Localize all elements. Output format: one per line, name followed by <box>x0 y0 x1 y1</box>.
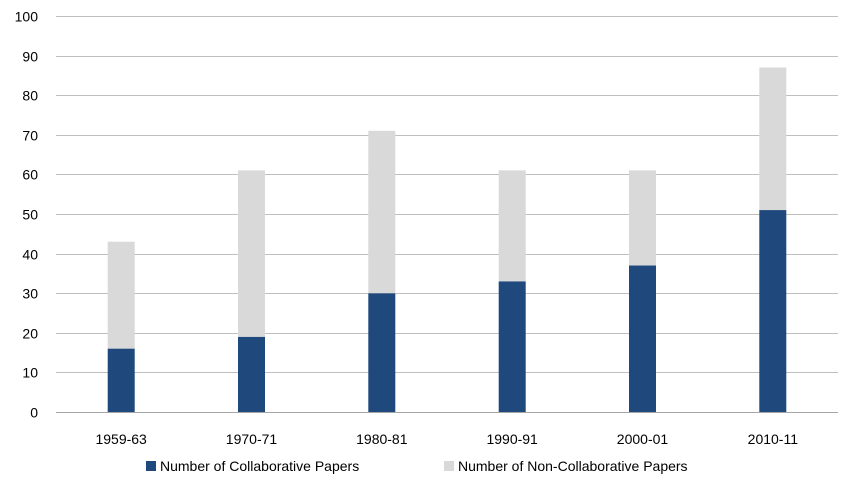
y-tick-label: 0 <box>30 405 38 421</box>
x-tick-label: 1959-63 <box>95 431 147 447</box>
legend-swatch-non-collaborative <box>444 461 454 471</box>
x-axis-tick-labels: 1959-63 1970-71 1980-81 1990-91 2000-01 2010-… <box>95 431 798 447</box>
legend-swatch-collaborative <box>146 461 156 471</box>
bar-non-collaborative-2000-01 <box>629 170 656 266</box>
y-tick-label: 20 <box>22 326 38 342</box>
legend-label-non-collaborative: Number of Non-Collaborative Papers <box>458 458 688 474</box>
bar-non-collaborative-1959-63 <box>107 241 135 349</box>
y-tick-label: 40 <box>22 247 38 263</box>
y-tick-label: 50 <box>22 207 38 223</box>
y-tick-label: 100 <box>15 9 39 25</box>
bar-collaborative-2010-11 <box>759 210 787 412</box>
bar-non-collaborative-1980-81 <box>368 130 396 294</box>
y-axis-tick-labels: 0 10 20 30 40 50 60 70 80 90 100 <box>15 9 39 421</box>
legend: Number of Collaborative Papers Number of … <box>146 458 688 474</box>
bar-collaborative-2000-01 <box>629 265 656 412</box>
y-tick-label: 60 <box>22 167 38 183</box>
y-tick-label: 80 <box>22 88 38 104</box>
gridlines <box>56 16 838 373</box>
bar-non-collaborative-1990-91 <box>498 170 526 282</box>
bar-collaborative-1990-91 <box>498 281 526 412</box>
x-tick-label: 1990-91 <box>486 431 538 447</box>
bar-collaborative-1980-81 <box>368 293 396 412</box>
bar-non-collaborative-1970-71 <box>238 170 265 337</box>
bar-collaborative-1970-71 <box>238 336 265 412</box>
y-tick-label: 30 <box>22 286 38 302</box>
y-tick-label: 70 <box>22 128 38 144</box>
y-tick-label: 90 <box>22 49 38 65</box>
y-tick-label: 10 <box>22 365 38 381</box>
x-tick-label: 2010-11 <box>748 431 799 447</box>
bar-non-collaborative-2010-11 <box>759 67 787 211</box>
legend-label-collaborative: Number of Collaborative Papers <box>160 458 359 474</box>
bars <box>107 67 787 412</box>
x-tick-label: 2000-01 <box>617 431 669 447</box>
bar-collaborative-1959-63 <box>107 348 135 412</box>
x-tick-label: 1970-71 <box>226 431 278 447</box>
x-tick-label: 1980-81 <box>356 431 408 447</box>
